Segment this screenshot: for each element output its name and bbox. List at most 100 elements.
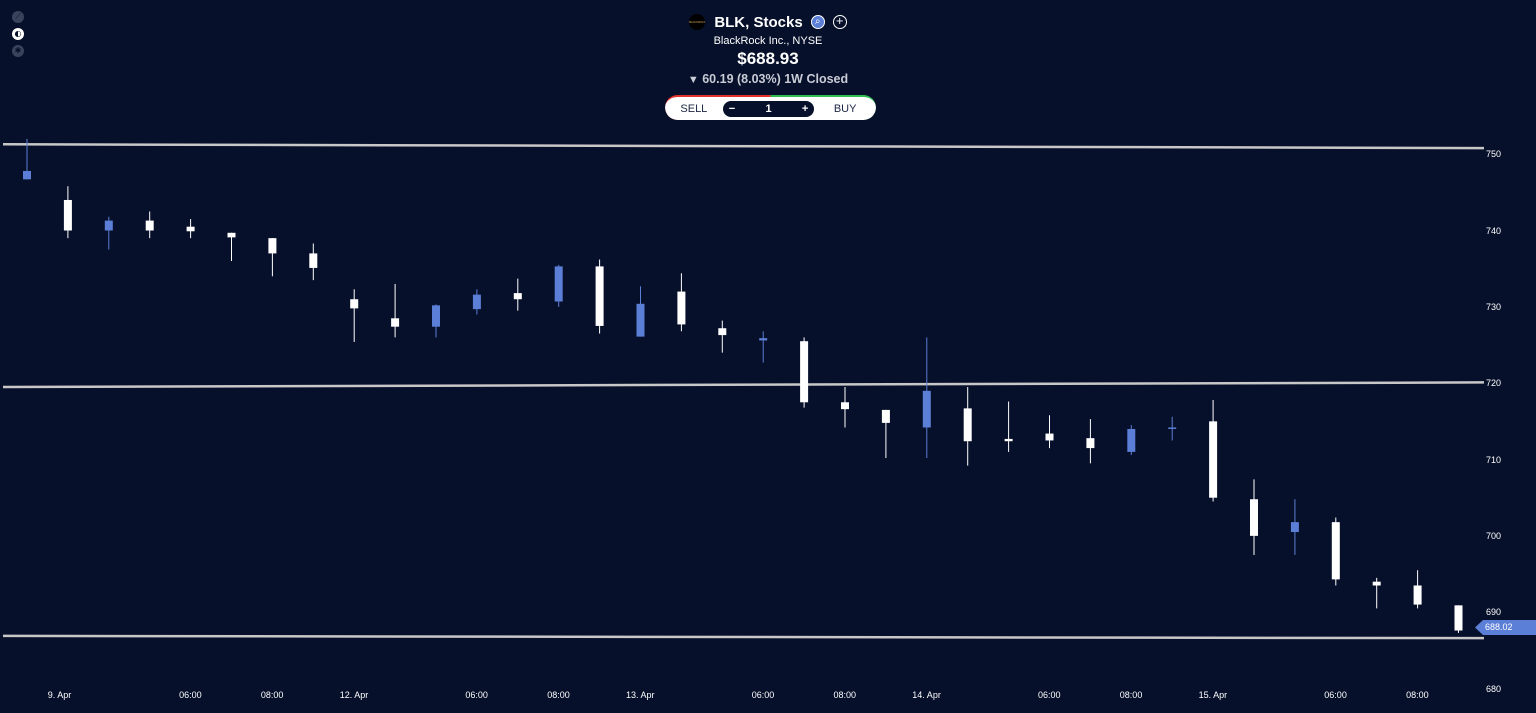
quantity-input[interactable]: 1 — [765, 102, 772, 115]
y-tick-label: 750 — [1486, 149, 1502, 160]
x-tick-label: 06:00 — [179, 690, 202, 700]
candle-body — [595, 266, 604, 326]
trend-line-icon[interactable]: ⟋ — [12, 11, 24, 23]
indicator-icon[interactable]: ◐ — [12, 28, 24, 40]
candle[interactable] — [1004, 401, 1013, 452]
candle-body — [759, 338, 768, 341]
candle-body — [309, 253, 318, 268]
symbol-title: BLK, Stocks — [714, 13, 803, 31]
candle[interactable] — [922, 337, 931, 459]
candle[interactable] — [554, 264, 563, 307]
trade-widget: SELL − 1 + BUY — [665, 95, 876, 120]
buy-button[interactable]: BUY — [833, 102, 857, 115]
candle[interactable] — [268, 238, 277, 277]
candle[interactable] — [800, 337, 809, 408]
candle[interactable] — [1454, 605, 1463, 633]
candle-body — [1331, 522, 1340, 580]
candle-body — [677, 291, 686, 325]
candle-body — [922, 390, 931, 428]
candle[interactable] — [1127, 425, 1136, 455]
candle-body — [23, 170, 31, 180]
candle-body — [268, 238, 277, 254]
x-tick-label: 08:00 — [1406, 690, 1429, 700]
candle[interactable] — [1290, 499, 1299, 555]
x-tick-label: 06:00 — [1324, 690, 1347, 700]
candle-body — [145, 220, 154, 231]
candle[interactable] — [513, 278, 522, 311]
candle-body — [881, 409, 890, 423]
x-tick-label: 08:00 — [833, 690, 857, 700]
candle-body — [472, 294, 481, 310]
candle-body — [636, 303, 645, 337]
x-tick-label: 12. Apr — [339, 690, 369, 700]
settings-icon[interactable]: ✱ — [12, 45, 24, 57]
candle[interactable] — [186, 219, 195, 239]
candle[interactable] — [1168, 416, 1177, 441]
candle[interactable] — [595, 259, 604, 334]
candle-body — [1250, 499, 1258, 536]
candle-body — [1045, 433, 1054, 441]
candle-body — [841, 402, 849, 410]
x-tick-label: 13. Apr — [626, 690, 655, 700]
candle[interactable] — [145, 211, 154, 239]
candle[interactable] — [1250, 479, 1258, 555]
increment-button[interactable]: + — [801, 102, 809, 115]
candle-body — [432, 305, 440, 327]
down-arrow-icon: ▼ — [687, 74, 699, 86]
candle[interactable] — [63, 186, 72, 239]
y-tick-label: 730 — [1486, 301, 1502, 312]
candle-body — [1086, 438, 1095, 449]
candle[interactable] — [841, 387, 849, 428]
candle[interactable] — [1372, 577, 1381, 609]
support-resistance-line[interactable] — [2, 142, 1485, 150]
candle[interactable] — [350, 289, 359, 342]
candle-body — [1454, 605, 1463, 631]
decrement-button[interactable]: − — [728, 102, 736, 115]
candle-body — [1127, 428, 1136, 452]
y-tick-label: 680 — [1486, 683, 1502, 694]
support-resistance-line[interactable] — [2, 634, 1485, 640]
x-tick-label: 06:00 — [1038, 690, 1061, 700]
candle-body — [1290, 522, 1299, 533]
candle[interactable] — [309, 243, 318, 281]
candle[interactable] — [23, 138, 31, 180]
candle-body — [186, 226, 195, 232]
candle[interactable] — [636, 286, 645, 337]
candle[interactable] — [391, 283, 400, 338]
candle-body — [1413, 585, 1422, 605]
candle[interactable] — [1209, 399, 1218, 502]
candle-body — [1372, 581, 1381, 586]
candle[interactable] — [227, 232, 236, 262]
candle-body — [513, 293, 522, 300]
last-price-label: 688.02 — [1475, 619, 1536, 635]
candle[interactable] — [677, 273, 686, 332]
sell-button[interactable]: SELL — [680, 102, 708, 115]
candle-body — [1004, 438, 1013, 442]
search-icon[interactable]: ⌕ — [810, 15, 825, 29]
price-change-text: 60.19 (8.03%) 1W Closed — [702, 72, 849, 86]
support-resistance-line[interactable] — [2, 381, 1485, 389]
candle[interactable] — [718, 320, 727, 353]
y-tick-label: 710 — [1486, 454, 1502, 465]
candle[interactable] — [881, 409, 890, 459]
candle[interactable] — [104, 216, 113, 250]
candle[interactable] — [759, 331, 768, 363]
candle-body — [350, 299, 359, 309]
candle-body — [1209, 421, 1218, 498]
candle-body — [718, 328, 727, 336]
candle[interactable] — [1086, 419, 1095, 464]
candle[interactable] — [472, 289, 481, 315]
left-toolbar: ⟋ ◐ ✱ — [12, 11, 26, 62]
x-tick-label: 08:00 — [547, 690, 570, 700]
candle[interactable] — [1413, 570, 1422, 609]
candle[interactable] — [963, 387, 972, 466]
candle-body — [391, 318, 400, 327]
candle[interactable] — [1045, 415, 1054, 449]
plus-circle-icon[interactable]: + — [832, 15, 847, 29]
candle[interactable] — [432, 304, 440, 338]
last-price-value: 688.02 — [1485, 621, 1513, 632]
candle[interactable] — [1331, 517, 1340, 586]
chart-header: BLACKROCK BLK, Stocks ⌕ + BlackRock Inc.… — [0, 12, 1536, 87]
x-tick-label: 08:00 — [1119, 690, 1143, 700]
